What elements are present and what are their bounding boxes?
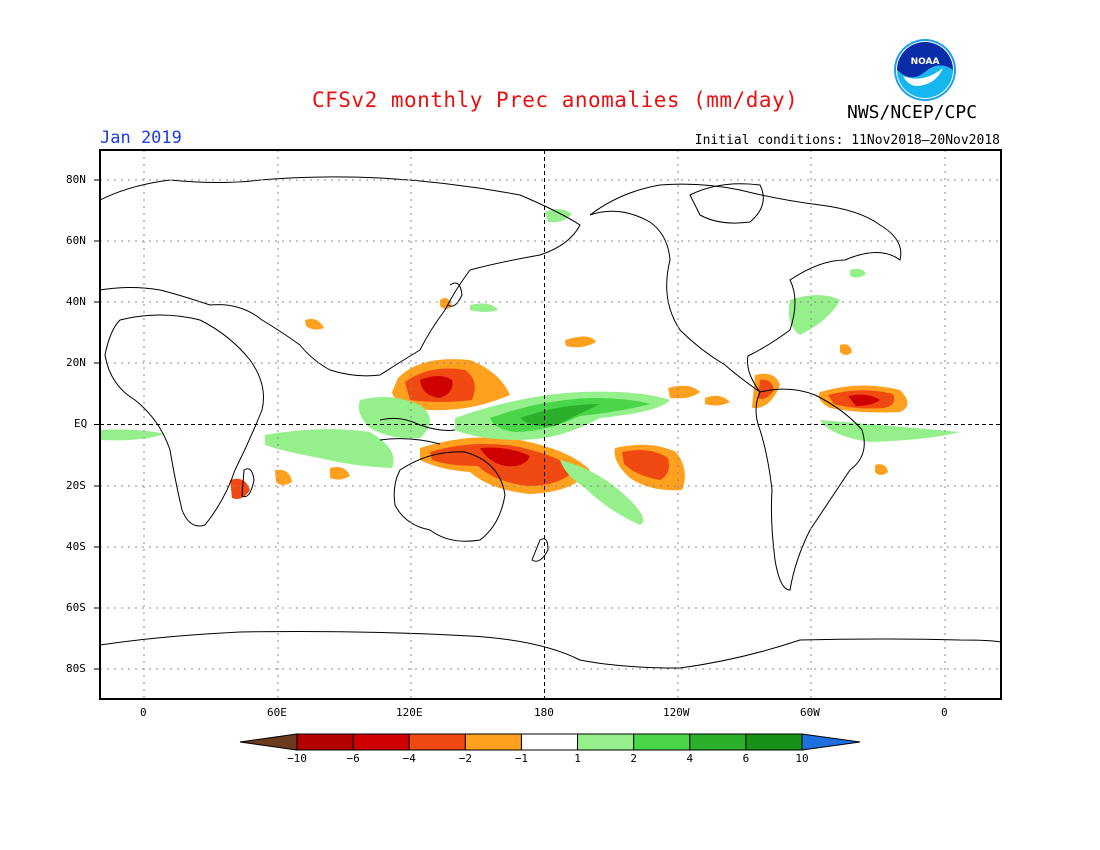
lat-label-20n: 20N xyxy=(66,356,86,369)
agency-label: NWS/NCEP/CPC xyxy=(847,102,978,123)
colorbar-arrow-high xyxy=(801,733,861,751)
colorbar-tick-label: 1 xyxy=(574,752,581,765)
colorbar-segment xyxy=(520,733,579,751)
lat-label-80s: 80S xyxy=(66,662,86,675)
lat-label-20s: 20S xyxy=(66,479,86,492)
lon-label-120w: 120W xyxy=(663,706,690,719)
lat-label-40s: 40S xyxy=(66,540,86,553)
colorbar-tick-label: 4 xyxy=(686,752,694,765)
colorbar-tick-label: −2 xyxy=(458,752,472,765)
anomaly-wet-indian-ocean xyxy=(265,429,394,468)
colorbar-tick-label: 6 xyxy=(742,752,750,765)
equator-dateline xyxy=(100,150,1001,699)
lat-label-80n: 80N xyxy=(66,173,86,186)
coastlines xyxy=(100,176,1001,669)
lat-label-60n: 60N xyxy=(66,234,86,247)
initial-conditions: Initial conditions: 11Nov2018–20Nov2018 xyxy=(694,133,1000,148)
lat-label-40n: 40N xyxy=(66,295,86,308)
colorbar-tick-label: −4 xyxy=(402,752,416,765)
forecast-month: Jan 2019 xyxy=(100,128,182,148)
colorbar-segment xyxy=(745,733,803,751)
lon-label-60e: 60E xyxy=(267,706,287,719)
colorbar-tick-label: 10 xyxy=(795,752,809,765)
colorbar-tick-label: −1 xyxy=(514,752,529,765)
colorbar-arrow-low xyxy=(239,733,298,751)
colorbar-segment xyxy=(577,733,635,751)
colorbar-segment xyxy=(464,733,522,751)
colorbar-tick-label: 2 xyxy=(630,752,637,765)
logo-text: NOAA xyxy=(911,57,940,67)
map-title: CFSv2 monthly Prec anomalies (mm/day) xyxy=(312,88,799,112)
lon-label-120e: 120E xyxy=(396,706,423,719)
colorbar-segment xyxy=(633,733,691,751)
lat-label-eq: EQ xyxy=(74,417,88,430)
colorbar-tick-label: −6 xyxy=(346,752,360,765)
anomaly-wet-atlantic xyxy=(820,420,960,442)
lat-label-60s: 60S xyxy=(66,601,86,614)
colorbar-tick-label: −10 xyxy=(287,752,307,765)
colorbar-segment xyxy=(352,733,410,751)
lon-label-0-east: 0 xyxy=(941,706,948,719)
colorbar-segment xyxy=(408,733,466,751)
noaa-logo: NOAA xyxy=(894,39,956,101)
colorbar-segment xyxy=(689,733,747,751)
lon-label-180: 180 xyxy=(534,706,554,719)
lon-label-60w: 60W xyxy=(800,706,820,719)
colorbar-segment xyxy=(296,733,354,751)
lon-label-0: 0 xyxy=(140,706,147,719)
